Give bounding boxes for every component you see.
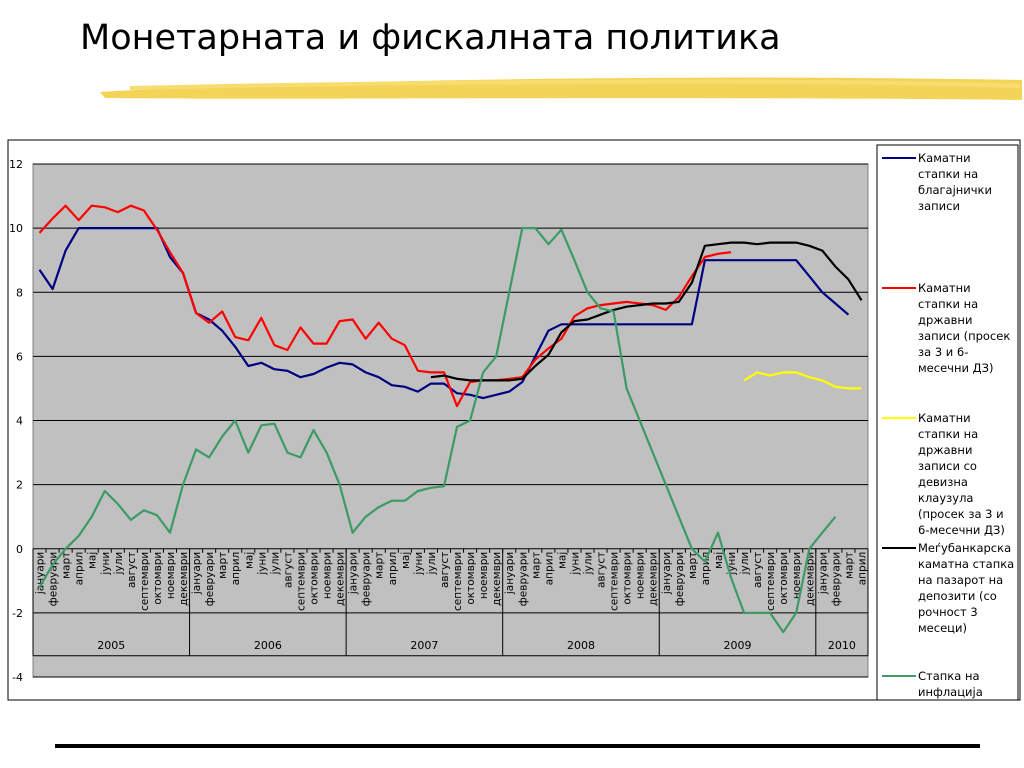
legend-label: Каматни стапки на државни записи со деви… [918, 411, 1005, 537]
year-label: 2008 [567, 639, 595, 652]
legend-label: Каматни стапки на благајнички записи [918, 151, 992, 213]
series-line [743, 371, 862, 390]
x-tick-label: август [439, 552, 451, 588]
x-tick-label: март [374, 552, 386, 579]
y-tick-label: 10 [9, 222, 23, 235]
x-tick-label: октомври [465, 552, 477, 605]
x-tick-label: јуни [569, 552, 581, 576]
legend-swatch [882, 287, 916, 289]
year-label: 2006 [254, 639, 282, 652]
y-tick-label: -4 [12, 671, 23, 684]
x-tick-label: септември [295, 552, 307, 611]
x-tick-label: март [61, 552, 73, 579]
year-label: 2009 [724, 639, 752, 652]
x-tick-label: јули [269, 552, 281, 576]
x-tick-label: февруари [204, 552, 216, 606]
legend-swatch [882, 675, 916, 677]
x-tick-label: октомври [622, 552, 634, 605]
x-tick-label: август [282, 552, 294, 588]
x-tick-label: февруари [674, 552, 686, 606]
x-tick-label: јуни [256, 552, 268, 576]
x-tick-label: септември [452, 552, 464, 611]
x-tick-label: јули [582, 552, 594, 576]
x-tick-label: февруари [517, 552, 529, 606]
x-tick-label: февруари [830, 552, 842, 606]
x-tick-label: ноември [791, 552, 803, 599]
x-tick-label: септември [139, 552, 151, 611]
x-tick-label: јануари [504, 552, 516, 595]
x-tick-label: јануари [35, 552, 47, 595]
series-line [38, 204, 732, 408]
x-tick-label: јануари [191, 552, 203, 595]
x-tick-label: август [596, 552, 608, 588]
x-tick-label: јануари [817, 552, 829, 595]
x-tick-label: јуни [100, 552, 112, 576]
x-tick-label: февруари [48, 552, 60, 606]
x-tick-label: јануари [348, 552, 360, 595]
x-tick-label: декември [178, 552, 190, 606]
y-tick-label: 12 [9, 158, 23, 171]
x-tick-label: ноември [478, 552, 490, 599]
x-tick-label: април [856, 552, 868, 586]
series-line [430, 241, 863, 382]
x-tick-label: мај [713, 552, 725, 569]
x-tick-label: март [217, 552, 229, 579]
legend-swatch [882, 417, 916, 419]
x-tick-label: ноември [165, 552, 177, 599]
y-tick-label: 8 [16, 286, 23, 299]
x-tick-label: мај [243, 552, 255, 569]
series-line [38, 227, 850, 400]
x-tick-label: ноември [322, 552, 334, 599]
x-tick-label: мај [400, 552, 412, 569]
x-tick-label: декември [335, 552, 347, 606]
x-tick-label: јули [113, 552, 125, 576]
x-tick-label: јули [739, 552, 751, 576]
year-label: 2005 [97, 639, 125, 652]
legend-swatch [882, 157, 916, 159]
x-tick-label: февруари [361, 552, 373, 606]
year-label: 2007 [410, 639, 438, 652]
x-tick-label: април [74, 552, 86, 586]
x-tick-label: јануари [661, 552, 673, 595]
y-tick-label: 0 [16, 543, 23, 556]
x-tick-label: јуни [413, 552, 425, 576]
x-tick-label: август [752, 552, 764, 588]
x-tick-label: март [843, 552, 855, 579]
x-tick-label: април [230, 552, 242, 586]
x-tick-label: јули [426, 552, 438, 576]
y-tick-label: 6 [16, 350, 23, 363]
x-tick-label: септември [765, 552, 777, 611]
decor-stroke [129, 79, 1021, 90]
year-label: 2010 [828, 639, 856, 652]
x-tick-label: март [687, 552, 699, 579]
x-tick-label: март [530, 552, 542, 579]
x-tick-label: август [126, 552, 138, 588]
y-tick-label: -2 [12, 607, 23, 620]
legend-box [876, 144, 1019, 701]
x-tick-label: октомври [152, 552, 164, 605]
x-tick-label: април [543, 552, 555, 586]
x-tick-label: септември [609, 552, 621, 611]
y-tick-label: 4 [16, 415, 23, 428]
legend-label: Стапка на инфлација [918, 669, 983, 699]
x-tick-label: ноември [635, 552, 647, 599]
legend-label: Меѓубанкарска каматна стапка на пазарот … [918, 541, 1015, 635]
x-tick-label: април [387, 552, 399, 586]
series-line [38, 227, 837, 634]
x-tick-label: декември [648, 552, 660, 606]
legend-label: Каматни стапки на државни записи (просек… [918, 281, 1011, 375]
x-tick-label: мај [556, 552, 568, 569]
x-tick-label: октомври [778, 552, 790, 605]
x-tick-label: декември [804, 552, 816, 606]
x-tick-label: октомври [309, 552, 321, 605]
legend-swatch [882, 547, 916, 549]
slide-title: Монетарната и фискалната политика [80, 18, 781, 58]
y-tick-label: 2 [16, 479, 23, 492]
x-tick-label: декември [491, 552, 503, 606]
x-tick-label: мај [87, 552, 99, 569]
